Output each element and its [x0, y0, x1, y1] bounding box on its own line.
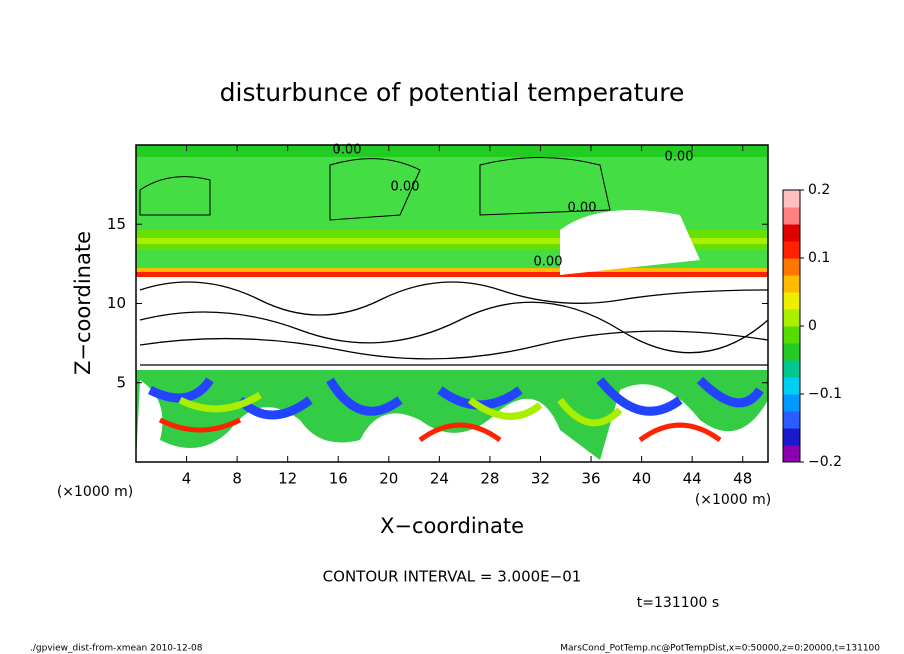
colorbar-cell [783, 224, 800, 242]
y-tick-label: 5 [116, 373, 126, 391]
y-axis-label: Z−coordinate [71, 231, 95, 375]
colorbar-cell [783, 275, 800, 293]
colorbar-cell [783, 343, 800, 361]
colorbar-cell [783, 411, 800, 429]
colorbar-tick-label: 0.2 [808, 182, 830, 198]
x-tick-label: 20 [379, 470, 398, 488]
contour-label: 0.00 [391, 180, 420, 195]
x-tick-label: 4 [182, 470, 192, 488]
x-tick-label: 48 [733, 470, 752, 488]
colorbar-cell [783, 207, 800, 225]
colorbar-tick-label: 0.1 [808, 250, 830, 266]
y-tick-label: 15 [107, 215, 126, 233]
x-tick-label: 40 [632, 470, 651, 488]
y-unit: (×1000 m) [57, 484, 133, 500]
x-tick-label: 32 [531, 470, 550, 488]
x-tick-label: 36 [581, 470, 600, 488]
colorbar-cell [783, 445, 800, 463]
colorbar-cell [783, 360, 800, 378]
x-tick-label: 12 [278, 470, 297, 488]
colorbar-cell [783, 309, 800, 327]
contour-label: 0.00 [568, 201, 597, 216]
time-label: t=131100 s [637, 595, 719, 611]
chart-title: disturbunce of potential temperature [220, 78, 685, 107]
x-tick-label: 24 [430, 470, 449, 488]
colorbar-cell [783, 428, 800, 446]
x-tick-label: 28 [480, 470, 499, 488]
contour-interval: CONTOUR INTERVAL = 3.000E−01 [323, 568, 582, 586]
colorbar-cell [783, 292, 800, 310]
footer-left: ./gpview_dist-from-xmean 2010-12-08 [30, 644, 203, 654]
footer-right: MarsCond_PotTemp.nc@PotTempDist,x=0:5000… [560, 644, 880, 654]
colorbar-tick-label: 0 [808, 318, 817, 334]
colorbar-cell [783, 377, 800, 395]
x-tick-label: 16 [329, 470, 348, 488]
x-tick-label: 8 [232, 470, 242, 488]
contour-label: 0.00 [534, 255, 563, 270]
colorbar-cell [783, 394, 800, 412]
field [136, 145, 768, 462]
x-unit: (×1000 m) [695, 492, 771, 508]
y-tick-label: 10 [107, 294, 126, 312]
colorbar [783, 190, 800, 463]
x-tick-label: 44 [683, 470, 702, 488]
contour-label: 0.00 [333, 143, 362, 158]
colorbar-cell [783, 241, 800, 259]
colorbar-tick-label: −0.1 [808, 386, 842, 402]
colorbar-cell [783, 190, 800, 208]
colorbar-cell [783, 258, 800, 276]
x-axis-label: X−coordinate [380, 514, 524, 538]
colorbar-cell [783, 326, 800, 344]
colorbar-tick-label: −0.2 [808, 454, 842, 470]
contour-label: 0.00 [665, 150, 694, 165]
